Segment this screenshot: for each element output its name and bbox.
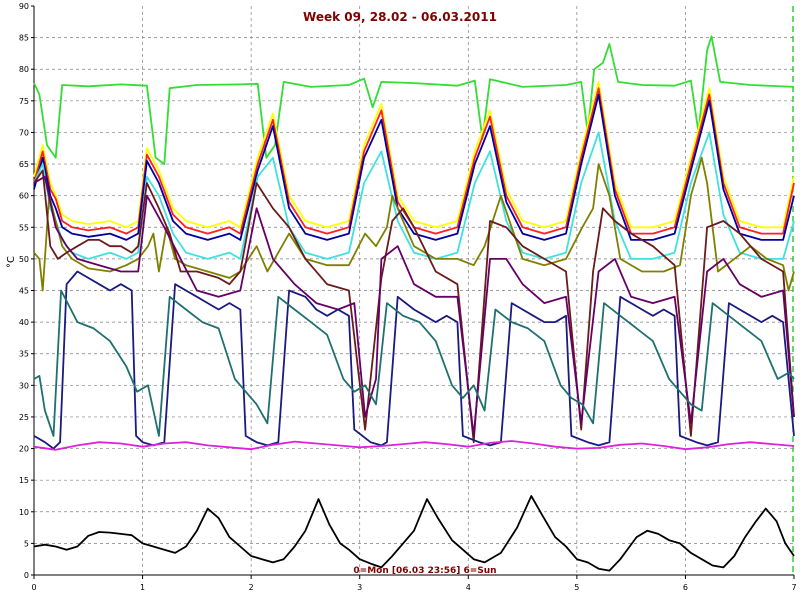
y-tick-label: 40 [19,318,29,327]
series-line-4 [33,93,795,241]
y-tick-label: 70 [19,128,29,137]
y-tick-label: 5 [24,539,29,548]
chart-title: Week 09, 28.02 - 06.03.2011 [303,10,497,24]
y-tick-label: 15 [19,476,29,485]
x-tick-label: 4 [466,583,471,592]
x-tick-label: 2 [249,583,254,592]
series-line-11 [33,440,795,451]
y-tick-label: 50 [19,255,29,264]
y-tick-label: 85 [19,34,29,43]
y-tick-label: 80 [19,65,29,74]
axes [31,5,795,579]
series-line-8 [33,175,795,437]
y-tick-label: 65 [19,160,29,169]
y-tick-label: 30 [19,381,29,390]
y-tick-label: 60 [19,192,29,201]
y-tick-label: 0 [24,571,29,580]
x-tick-label: 0 [31,583,36,592]
y-tick-label: 20 [19,445,29,454]
grid [34,6,794,575]
series-line-12 [33,495,795,572]
x-tick-label: 6 [683,583,688,592]
y-axis-label: °C [6,256,17,268]
x-tick-label: 3 [357,583,362,592]
y-tick-label: 10 [19,508,29,517]
series-line-2 [33,81,795,229]
y-tick-label: 90 [19,2,29,11]
series-line-5 [33,131,795,260]
y-tick-label: 75 [19,97,29,106]
series-line-10 [33,289,795,437]
x-tick-label: 1 [140,583,145,592]
y-tick-label: 45 [19,287,29,296]
x-tick-label: 5 [574,583,579,592]
series-line-3 [33,87,795,235]
y-tick-label: 35 [19,350,29,359]
series-line-7 [33,169,795,444]
series-line-6 [33,156,795,292]
series-line-9 [33,270,795,450]
y-tick-label: 55 [19,223,29,232]
y-tick-label: 25 [19,413,29,422]
series-group [33,35,795,572]
series-line-1 [33,35,795,166]
chart-note: 0=Mon [06.03 23:56] 6=Sun [353,566,496,576]
x-tick-label: 7 [791,583,796,592]
